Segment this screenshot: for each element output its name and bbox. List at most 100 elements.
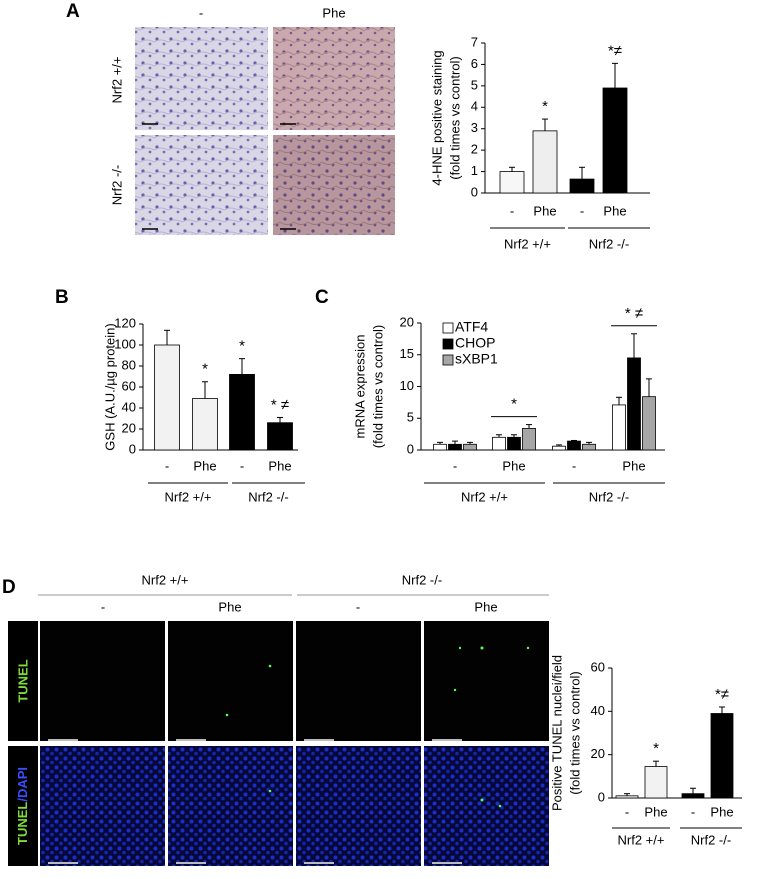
y-tick-label: 20 [591,746,605,761]
bar [644,766,668,799]
y-tick-label: 2 [471,142,478,157]
bar [507,436,521,451]
y-tick-label: 40 [591,703,605,718]
column-label: - [199,5,203,20]
bar [710,713,734,799]
x-tick-label: Phe [268,458,291,473]
bar [552,445,566,451]
x-tick-label: Phe [502,458,525,473]
column-label: Phe [474,599,497,614]
y-tick-label: 10 [400,378,414,393]
y-tick-label: 6 [471,56,478,71]
y-axis-label: mRNA expression [352,334,367,438]
x-tick-label: Phe [533,203,556,218]
y-tick-label: 15 [400,346,414,361]
significance-label: * ≠ [271,396,289,413]
legend-swatch [442,322,454,334]
bar [569,178,595,194]
x-tick-label: Phe [644,804,667,819]
legend-label: sXBP1 [455,351,498,367]
x-tick-label: Phe [622,458,645,473]
y-tick-label: 7 [471,34,478,49]
bar [463,443,477,451]
row-label-part: TUNEL [15,802,30,845]
group-label: Nrf2 +/+ [461,489,508,504]
legend-swatch [442,338,454,350]
y-axis-label: GSH (A.U./µg protein) [102,323,117,450]
x-tick-label: Phe [710,804,733,819]
legend-label: CHOP [455,335,495,351]
x-tick-label: - [165,458,169,473]
significance-label: * ≠ [625,305,643,322]
column-label: Phe [218,599,241,614]
scale-bars [142,123,296,230]
micrograph [135,27,268,130]
y-tick-label: 5 [407,410,414,425]
y-tick-label: 1 [471,163,478,178]
bar [192,398,218,451]
y-tick-label: 0 [471,184,478,199]
column-label: - [101,599,105,614]
row-label: Nrf2 -/- [109,165,124,205]
bar [615,795,639,799]
y-tick-label: 0 [598,789,605,804]
y-axis-label: Positive TUNEL nuclei/field [549,655,564,811]
group-label: Nrf2 -/- [589,236,629,251]
y-axis-label: (fold times vs control) [567,671,582,795]
row-label: TUNEL/DAPI [15,767,30,845]
y-tick-label: 40 [122,399,136,414]
group-label: Nrf2 +/+ [504,236,551,251]
tunel-images [40,621,549,866]
x-tick-label: Phe [193,458,216,473]
y-tick-label: 20 [400,314,414,329]
panel-letter: C [315,287,329,308]
bar [567,440,581,451]
significance-label: * [653,740,659,757]
y-tick-label: 100 [114,336,136,351]
y-tick-label: 0 [129,441,136,456]
row-label: TUNEL [15,659,30,702]
bar [627,357,641,451]
significance-label: *≠ [715,686,729,703]
legend-swatch [442,354,454,366]
x-tick-label: - [453,458,457,473]
y-tick-label: 3 [471,120,478,135]
column-label: - [356,599,360,614]
bar [448,443,462,451]
panel-letter: D [2,577,16,598]
panel-letter: B [55,287,69,308]
significance-label: * [542,98,548,115]
x-tick-label: - [691,804,695,819]
x-tick-label: - [580,203,584,218]
x-tick-label: - [572,458,576,473]
x-tick-label: - [625,804,629,819]
row-label-box [8,621,38,741]
x-tick-label: - [240,458,244,473]
group-label: Nrf2 -/- [589,489,629,504]
significance-label: * [202,361,208,378]
group-label: Nrf2 -/- [402,572,442,587]
panel-letter: A [66,1,80,22]
row-label-part: /DAPI [15,767,30,802]
x-tick-label: - [510,203,514,218]
y-axis-label: 4-HNE positive staining [429,50,444,185]
bar [154,344,180,451]
legend-label: ATF4 [455,319,488,335]
y-axis-label: (fold times vs control) [370,325,385,449]
y-tick-label: 60 [122,378,136,393]
y-tick-label: 80 [122,357,136,372]
bar [499,171,525,194]
y-axis-label: (fold times vs control) [447,56,462,180]
bar [522,428,536,451]
group-label: Nrf2 +/+ [165,489,212,504]
group-label: Nrf2 +/+ [142,572,189,587]
row-label-box [8,746,38,866]
bar [602,87,628,194]
y-tick-label: 20 [122,420,136,435]
x-tick-label: Phe [603,203,626,218]
micrograph [135,135,268,235]
bar [433,443,447,451]
bar [582,443,596,451]
bar [229,373,255,451]
